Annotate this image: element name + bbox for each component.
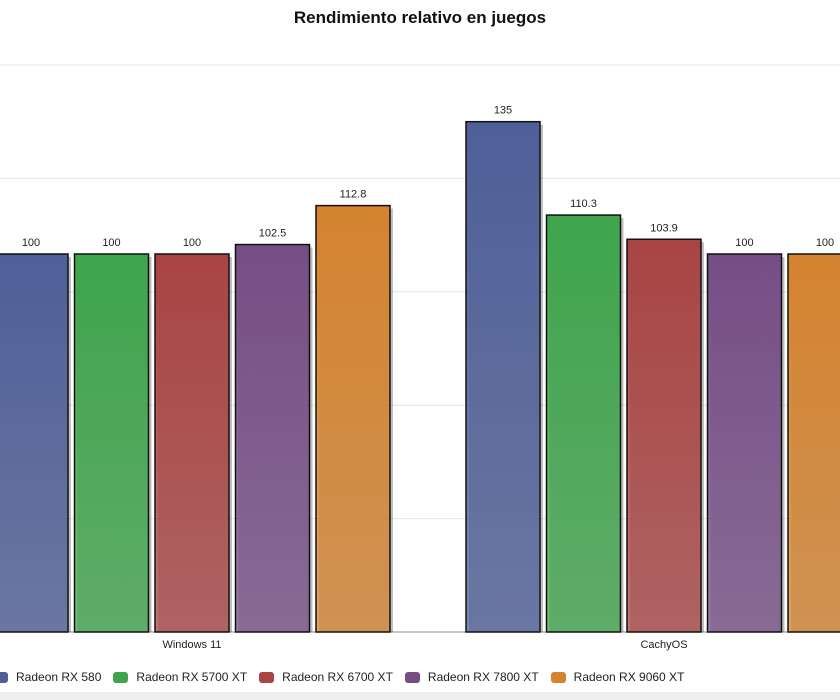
bar <box>154 253 230 633</box>
data-label: 100 <box>735 237 753 249</box>
bar <box>73 253 150 633</box>
legend-label: Radeon RX 580 <box>16 670 102 684</box>
data-label: 112.8 <box>340 189 367 201</box>
legend-item[interactable]: Radeon RX 7800 XT <box>404 670 539 684</box>
bar <box>545 214 622 633</box>
bar <box>234 243 311 633</box>
legend-item[interactable]: Radeon RX 5700 XT <box>113 670 247 684</box>
bar <box>626 238 702 633</box>
legend-item[interactable]: Radeon RX 9060 XT <box>550 670 685 684</box>
bar <box>787 253 840 633</box>
x-tick-label: CachyOS <box>640 639 687 651</box>
legend-swatch <box>404 671 420 683</box>
data-label: 100 <box>816 237 834 249</box>
legend-label: Radeon RX 5700 XT <box>136 670 248 684</box>
legend-label: Radeon RX 9060 XT <box>573 670 685 684</box>
bar <box>706 253 783 633</box>
legend-label: Radeon RX 7800 XT <box>427 670 539 684</box>
data-label: 100 <box>183 237 201 249</box>
x-tick-label: Windows 11 <box>162 639 221 651</box>
legend-swatch <box>0 671 8 683</box>
legend-swatch <box>113 671 129 683</box>
legend-label: Radeon RX 6700 XT <box>282 670 393 684</box>
legend-swatch <box>550 671 566 683</box>
bottom-strip <box>0 692 840 700</box>
bar <box>465 120 541 633</box>
bar <box>0 253 69 633</box>
data-label: 110.3 <box>570 198 597 210</box>
legend: Radeon RX 580 Radeon RX 5700 XT Radeon RX … <box>0 670 696 684</box>
data-label: 100 <box>22 237 40 249</box>
legend-swatch <box>259 671 275 683</box>
chart-title: Rendimiento relativo en juegos <box>293 8 547 27</box>
bar <box>315 204 391 633</box>
data-label: 103.9 <box>650 222 678 234</box>
legend-item[interactable]: Radeon RX 6700 XT <box>259 670 393 684</box>
data-label: 102.5 <box>259 228 287 240</box>
data-label: 100 <box>102 237 120 249</box>
legend-item[interactable]: Radeon RX 580 <box>0 670 101 684</box>
data-label: 135 <box>494 105 512 117</box>
